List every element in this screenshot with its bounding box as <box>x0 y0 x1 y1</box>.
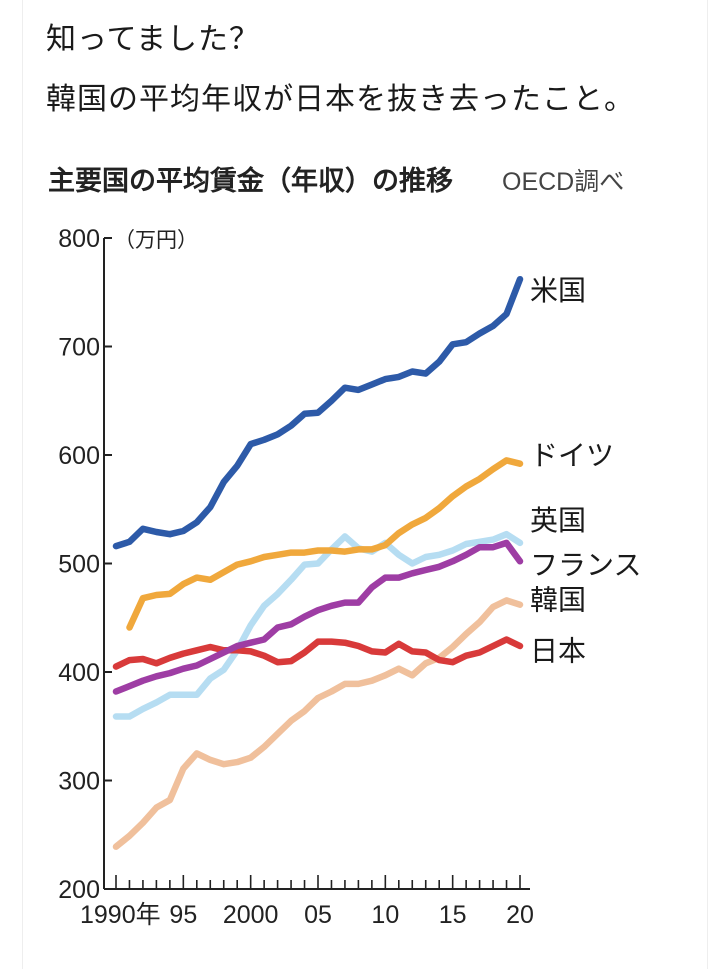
series-line-2 <box>112 530 524 720</box>
y-tick-label: 600 <box>58 442 100 470</box>
x-tick-label: 2000 <box>223 901 279 929</box>
y-tick-label: 300 <box>58 768 100 796</box>
post-frame <box>22 0 708 969</box>
series-lines <box>112 275 524 850</box>
series-line-3 <box>112 539 524 695</box>
x-tick-label: 05 <box>304 901 332 929</box>
series-line-5 <box>112 636 524 670</box>
axes: 200 300 400 500 600 700 800 1990年 95 2000 05 10 15 20 <box>58 225 534 929</box>
y-tick-label: 400 <box>58 659 100 687</box>
series-line-4 <box>112 597 524 850</box>
series-label-5: 日本 <box>530 634 586 667</box>
chart-title: 主要国の平均賃金（年収）の推移 <box>48 165 453 197</box>
x-tick-label: 95 <box>169 901 197 929</box>
series-label-3: フランス <box>530 549 641 582</box>
y-unit-label: （万円） <box>114 228 198 252</box>
x-tick-label: 15 <box>439 901 467 929</box>
y-tick-label: 700 <box>58 334 100 362</box>
series-label-2: 英国 <box>530 504 586 537</box>
series-label-1: ドイツ <box>530 439 614 472</box>
y-tick-label: 800 <box>58 225 100 253</box>
series-label-4: 韓国 <box>530 583 586 616</box>
post-text-line-1: 知ってました？ <box>46 22 260 57</box>
series-line-1 <box>126 457 524 631</box>
x-tick-label: 1990年 <box>80 901 161 929</box>
series-line-0 <box>112 275 524 550</box>
y-tick-label: 500 <box>58 551 100 579</box>
chart-source: OECD調べ <box>502 168 624 196</box>
series-label-0: 米国 <box>530 274 586 307</box>
post-text-line-2: 韓国の平均年収が日本を抜き去ったこと。 <box>46 82 635 117</box>
y-tick-label: 200 <box>58 876 100 904</box>
x-tick-label: 10 <box>371 901 399 929</box>
x-tick-label: 20 <box>506 901 534 929</box>
